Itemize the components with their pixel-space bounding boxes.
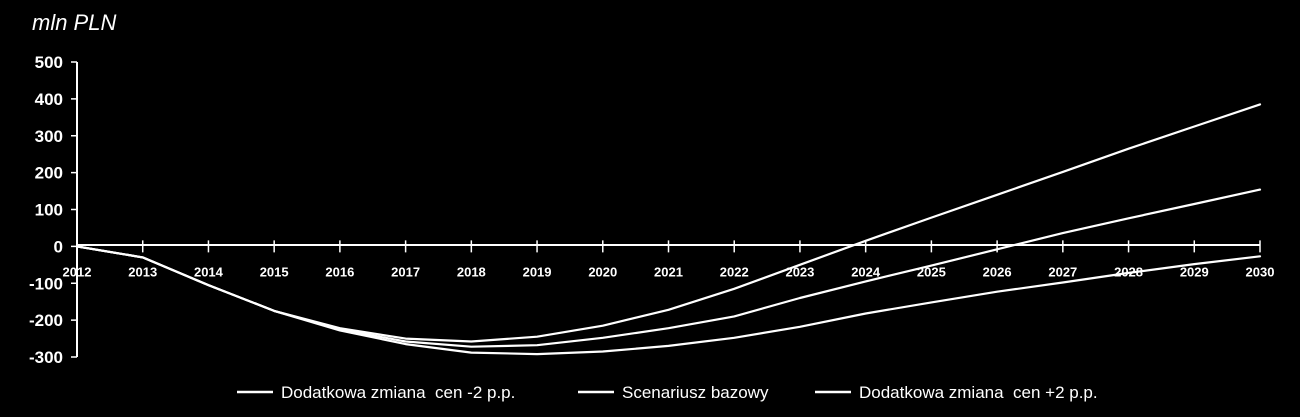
y-tick-label: 400: [35, 90, 63, 109]
x-tick-label: 2029: [1180, 264, 1209, 279]
x-tick-label: 2030: [1246, 264, 1275, 279]
y-tick-label: 500: [35, 53, 63, 72]
x-tick-label: 2017: [391, 264, 420, 279]
x-tick-label: 2019: [523, 264, 552, 279]
y-tick-label: -200: [29, 311, 63, 330]
series-line-1: [75, 103, 1262, 343]
series-lines: [75, 103, 1262, 356]
x-tick-label: 2015: [260, 264, 289, 279]
legend-entry: Dodatkowa zmiana cen +2 p.p.: [859, 383, 1098, 402]
legend-entry: Dodatkowa zmiana cen -2 p.p.: [281, 383, 515, 402]
x-tick-label: 2027: [1048, 264, 1077, 279]
y-tick-label: 100: [35, 201, 63, 220]
x-tick-label: 2022: [720, 264, 749, 279]
x-tick-label: 2012: [63, 264, 92, 279]
legend: Dodatkowa zmiana cen -2 p.p. Scenariusz b…: [237, 383, 1098, 402]
legend-entry: Scenariusz bazowy: [622, 383, 769, 402]
x-tick-label: 2021: [654, 264, 683, 279]
y-tick-label: 200: [35, 164, 63, 183]
x-tick-label: 2020: [588, 264, 617, 279]
y-tick-label: -100: [29, 274, 63, 293]
x-tick-label: 2024: [851, 264, 881, 279]
x-tick-label: 2016: [325, 264, 354, 279]
x-tick-label: 2014: [194, 264, 224, 279]
x-ticks: 2012 2013 2014 2015 2016 2017 2018 2019 2020 2021…: [63, 240, 1275, 279]
x-tick-label: 2023: [785, 264, 814, 279]
x-tick-label: 2013: [128, 264, 157, 279]
y-ticks: 500 400 300 200 100 0 -100 -200 -300: [29, 53, 77, 367]
series-line-3: [75, 245, 1262, 356]
x-tick-label: 2018: [457, 264, 486, 279]
x-tick-label: 2026: [983, 264, 1012, 279]
y-tick-label: -300: [29, 348, 63, 367]
y-tick-label: 300: [35, 127, 63, 146]
y-tick-label: 0: [54, 237, 63, 256]
y-unit-label: mln PLN: [32, 10, 116, 35]
